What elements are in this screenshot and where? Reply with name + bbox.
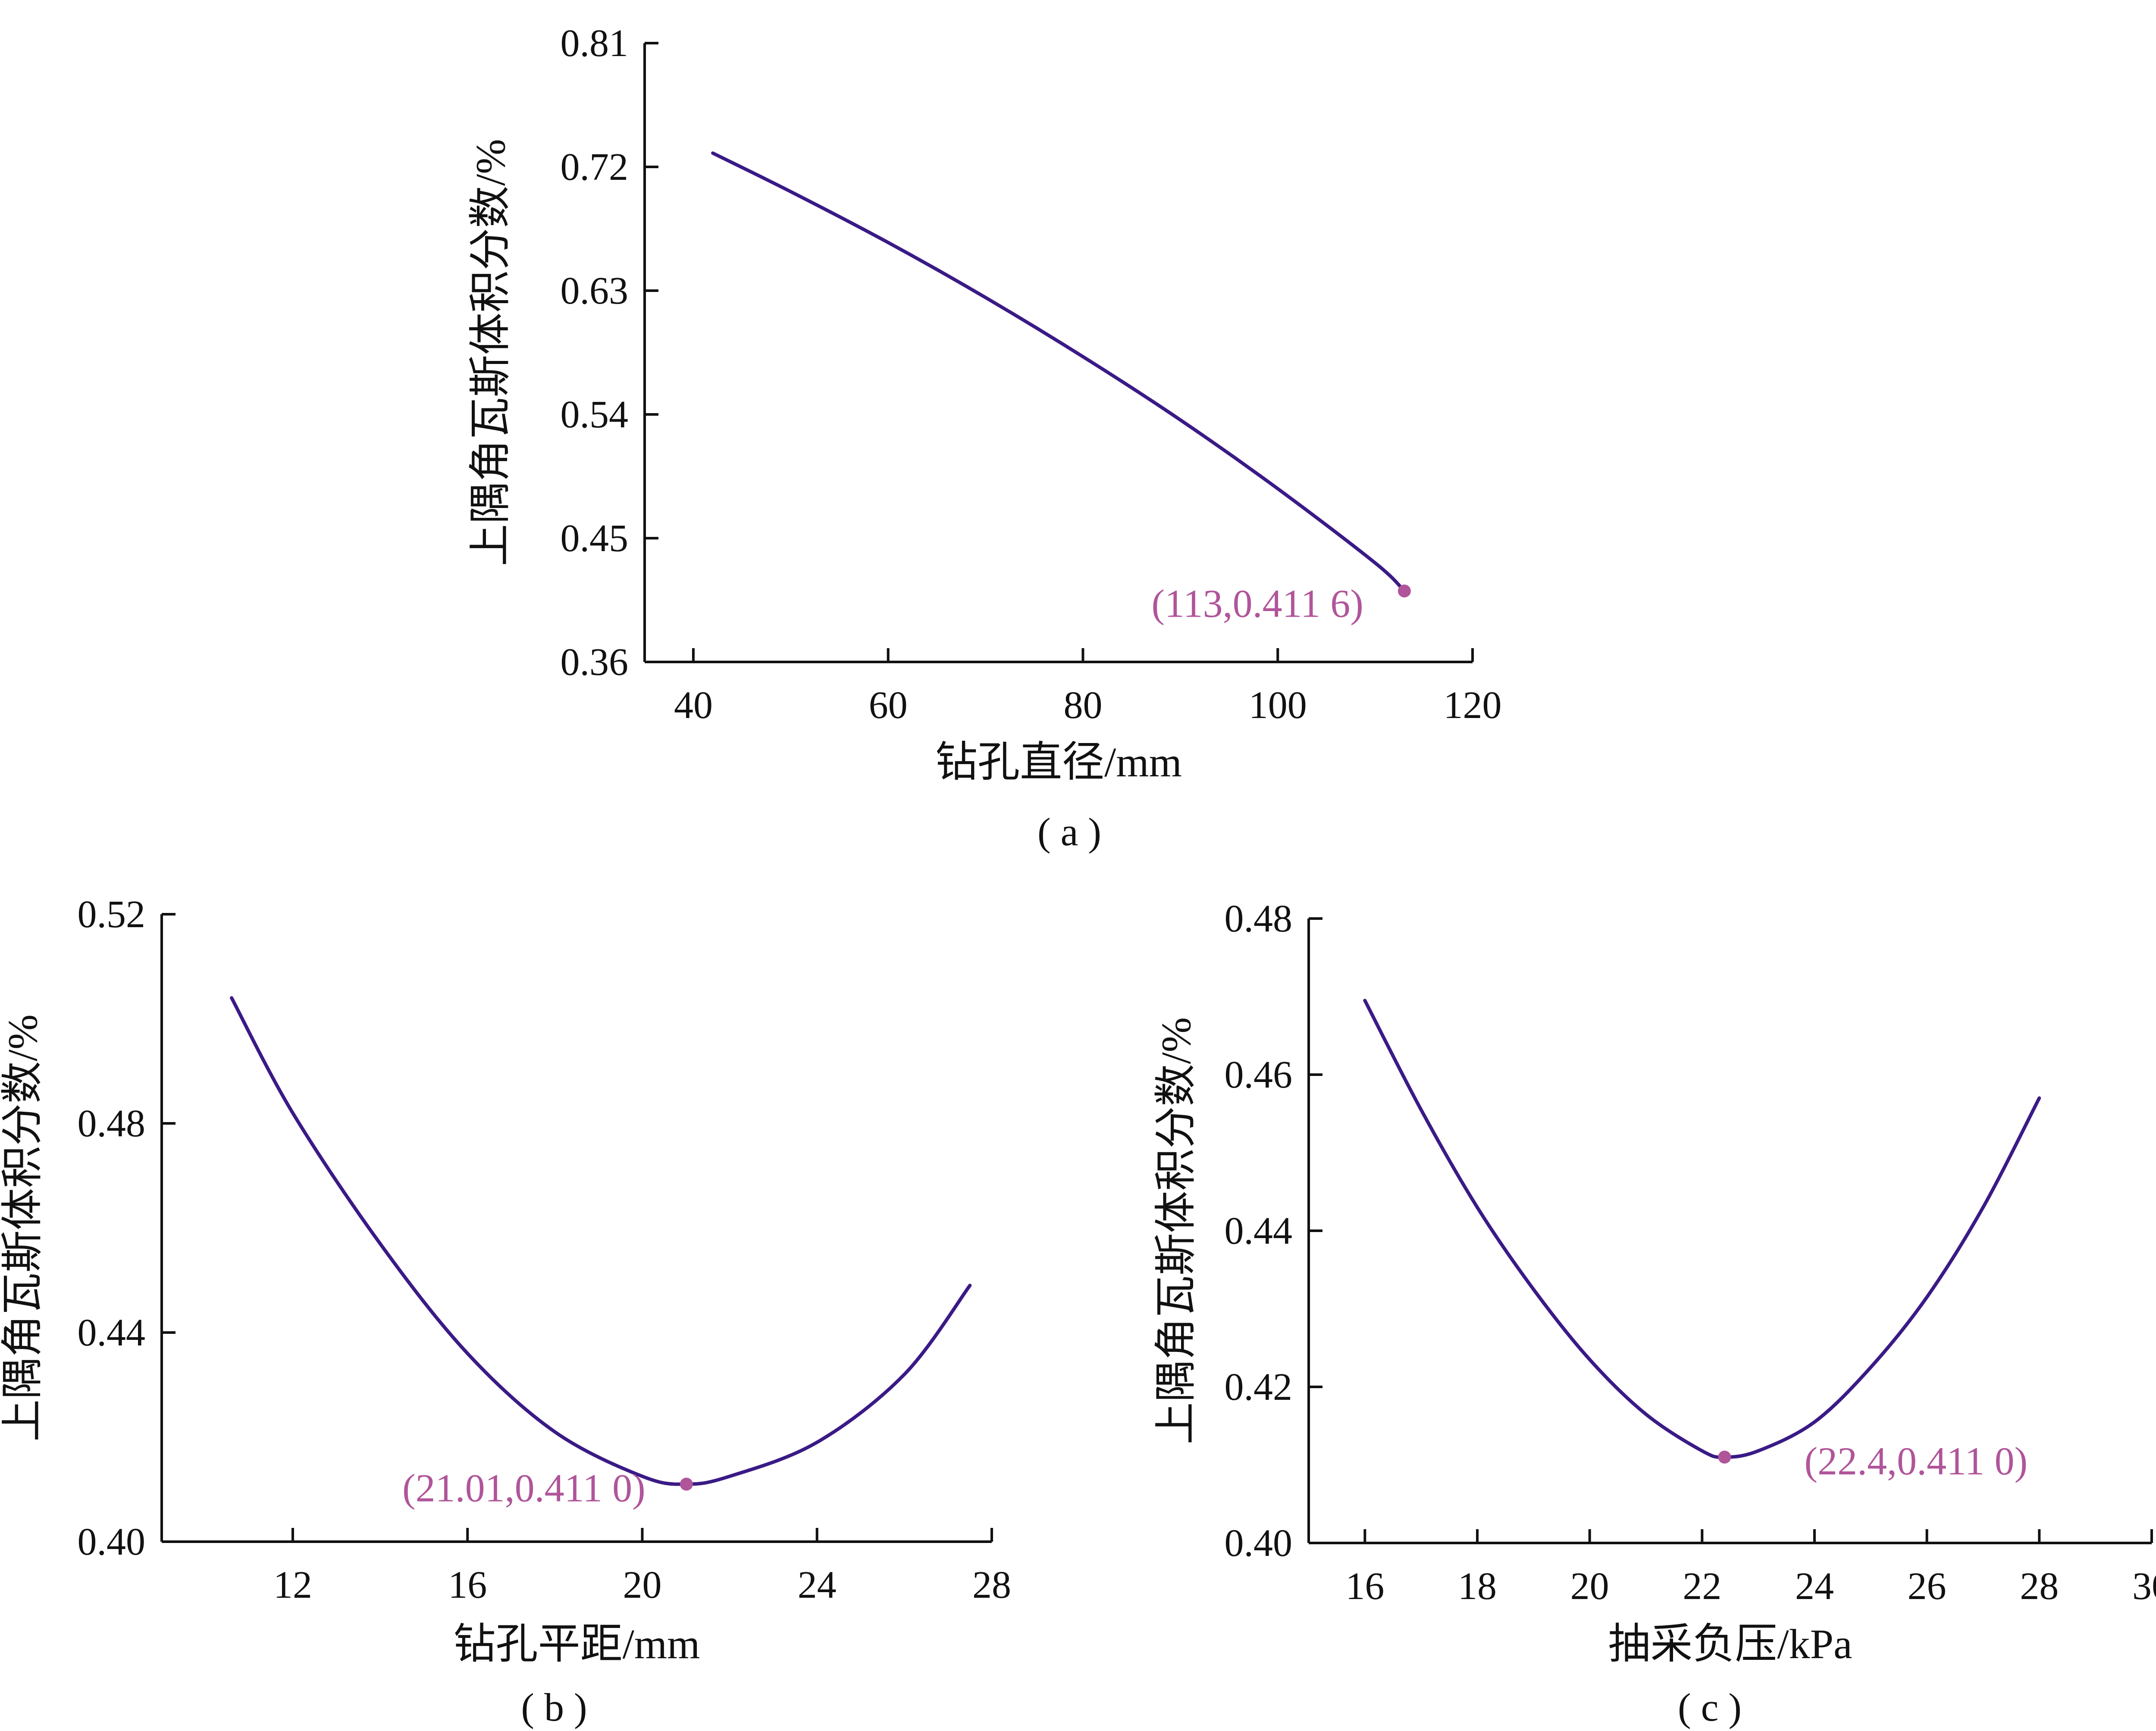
panel-caption: ( b ): [521, 1685, 587, 1729]
x-tick-label: 28: [2020, 1565, 2059, 1608]
y-axis-title: 上隅角瓦斯体积分数/%: [0, 1014, 46, 1442]
x-tick-label: 18: [1458, 1565, 1497, 1608]
y-tick-label: 0.52: [78, 893, 146, 936]
y-tick-label: 0.54: [561, 393, 629, 436]
optimum-point: [1718, 1450, 1731, 1464]
panel-caption: ( c ): [1678, 1685, 1742, 1729]
x-tick-label: 24: [1795, 1565, 1834, 1608]
y-tick-label: 0.40: [1225, 1522, 1293, 1565]
optimum-label: (113,0.411 6): [1151, 581, 1363, 625]
x-axis-title: 钻孔平距/mm: [454, 1621, 700, 1668]
y-tick-label: 0.63: [561, 270, 629, 312]
y-axis-title: 上隅角瓦斯体积分数/%: [1153, 1017, 1200, 1445]
chart-panel-c: 0.40 0.42 0.44 0.46 0.48 16 18 20 22 24 26 28 30 抽采负压…: [1153, 897, 2156, 1729]
y-tick-label: 0.48: [1225, 897, 1293, 940]
x-tick-label: 16: [1345, 1565, 1384, 1608]
y-tick-label: 0.44: [78, 1311, 146, 1354]
x-axis-title: 抽采负压/kPa: [1608, 1621, 1852, 1668]
x-tick-label: 40: [674, 684, 713, 727]
x-tick-label: 16: [448, 1564, 487, 1606]
y-tick-label: 0.44: [1225, 1210, 1293, 1252]
x-tick-label: 22: [1683, 1565, 1721, 1608]
series-line: [230, 996, 972, 1486]
y-tick-label: 0.45: [561, 517, 629, 560]
y-axis-title: 上隅角瓦斯体积分数/%: [467, 139, 514, 566]
y-tick-label: 0.72: [561, 146, 629, 188]
y-tick-label: 0.48: [78, 1102, 146, 1145]
x-axis-title: 钻孔直径/mm: [935, 739, 1182, 786]
x-tick-label: 120: [1444, 684, 1502, 727]
optimum-label: (22.4,0.411 0): [1804, 1439, 2028, 1483]
x-tick-label: 100: [1249, 684, 1307, 727]
y-tick-label: 0.36: [561, 641, 629, 684]
x-tick-label: 20: [623, 1564, 661, 1606]
x-tick-label: 80: [1063, 684, 1102, 727]
x-tick-label: 60: [869, 684, 908, 727]
optimum-point: [680, 1477, 693, 1491]
x-tick-label: 12: [273, 1564, 312, 1606]
series-line: [1363, 999, 2041, 1459]
optimum-label: (21.01,0.411 0): [402, 1466, 646, 1510]
chart-panel-a: 0.36 0.45 0.54 0.63 0.72 0.81 40 60 80 100 120 钻孔直径…: [467, 22, 1502, 854]
y-tick-label: 0.46: [1225, 1054, 1293, 1096]
y-tick-label: 0.42: [1225, 1366, 1293, 1408]
panel-caption: ( a ): [1037, 810, 1101, 854]
y-tick-label: 0.40: [78, 1521, 146, 1563]
x-tick-label: 28: [972, 1564, 1011, 1606]
x-tick-label: 24: [798, 1564, 837, 1606]
x-tick-label: 30: [2132, 1565, 2156, 1608]
y-tick-label: 0.81: [561, 22, 629, 65]
x-tick-label: 20: [1570, 1565, 1609, 1608]
chart-panel-b: 0.40 0.44 0.48 0.52 12 16 20 24 28 钻孔平距/mm 上隅角瓦斯体积…: [0, 893, 1011, 1729]
optimum-point: [1398, 584, 1411, 598]
series-line: [711, 151, 1406, 593]
x-tick-label: 26: [1908, 1565, 1946, 1608]
